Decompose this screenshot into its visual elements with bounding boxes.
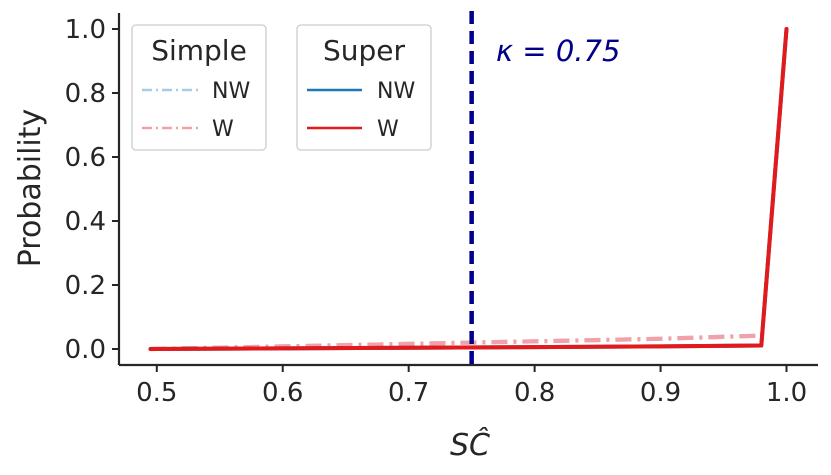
ticks: 0.5 0.6 0.7 0.8 0.9 1.0 0.0 0.2 0.4 0.6 0.8 1.0	[65, 15, 808, 408]
x-tick-label: 0.7	[388, 378, 429, 408]
y-tick-label: 0.6	[65, 143, 106, 173]
series-line-super-w	[148, 27, 789, 351]
x-tick-label: 0.5	[136, 378, 177, 408]
x-tick-label: 0.6	[262, 378, 303, 408]
legend-super-nw-label: NW	[377, 79, 415, 104]
legend-simple-w-label: W	[212, 117, 234, 142]
y-tick-label: 0.0	[65, 335, 106, 365]
y-tick-label: 0.4	[65, 207, 106, 237]
legend-super-title: Super	[323, 34, 406, 67]
legend-simple: Simple NW W	[131, 24, 267, 151]
legend-simple-title: Simple	[151, 34, 247, 67]
x-tick-label: 0.9	[640, 378, 681, 408]
axes	[117, 13, 818, 367]
y-tick-label: 1.0	[65, 15, 106, 45]
y-tick-label: 0.8	[65, 79, 106, 109]
plot-area	[148, 11, 789, 365]
x-axis-label: SĈ	[450, 426, 490, 463]
legend-super-w-label: W	[377, 117, 399, 142]
legend-simple-frame	[131, 24, 267, 151]
legend-super-frame	[296, 24, 432, 151]
threshold-annotation: κ = 0.75	[496, 34, 620, 68]
legend-simple-nw-label: NW	[212, 79, 250, 104]
y-tick-label: 0.2	[65, 271, 106, 301]
x-tick-label: 0.8	[514, 378, 555, 408]
legend-super: Super NW W	[296, 24, 432, 151]
y-axis-label: Probability	[13, 109, 48, 268]
x-tick-label: 1.0	[766, 378, 807, 408]
